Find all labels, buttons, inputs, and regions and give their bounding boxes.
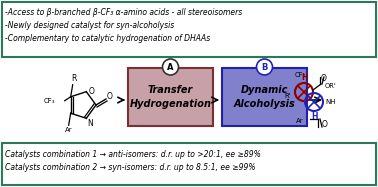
Text: R': R' xyxy=(284,93,291,99)
Text: -Access to β-branched β-CF₃ α-amino acids - all stereoisomers: -Access to β-branched β-CF₃ α-amino acid… xyxy=(5,8,242,17)
Text: Catalysts combination 1 → anti-isomers: d.r. up to >20:1, ee ≥89%: Catalysts combination 1 → anti-isomers: … xyxy=(5,150,261,159)
Text: O: O xyxy=(88,87,94,96)
FancyBboxPatch shape xyxy=(128,68,213,126)
Text: O: O xyxy=(321,73,327,82)
Text: Ar: Ar xyxy=(296,118,304,124)
Text: OR': OR' xyxy=(325,83,337,89)
Text: -Newly designed catalyst for syn-alcoholysis: -Newly designed catalyst for syn-alcohol… xyxy=(5,21,174,30)
Text: O: O xyxy=(322,119,328,128)
Text: H: H xyxy=(312,112,318,121)
Text: R: R xyxy=(71,74,76,83)
Text: H: H xyxy=(302,73,308,82)
FancyBboxPatch shape xyxy=(2,143,376,185)
FancyBboxPatch shape xyxy=(2,2,376,57)
Text: CF₃: CF₃ xyxy=(43,98,55,104)
Circle shape xyxy=(163,59,178,75)
Text: B: B xyxy=(261,62,268,71)
Text: -Complementary to catalytic hydrogenation of DHAAs: -Complementary to catalytic hydrogenatio… xyxy=(5,34,210,43)
Text: Catalysts combination 2 → syn-isomers: d.r. up to 8.5:1, ee ≥99%: Catalysts combination 2 → syn-isomers: d… xyxy=(5,163,256,172)
Text: Ar: Ar xyxy=(65,127,73,133)
Text: Transfer
Hydrogenation: Transfer Hydrogenation xyxy=(130,85,212,109)
Text: O: O xyxy=(107,91,113,100)
Text: CF₃: CF₃ xyxy=(294,72,305,78)
Text: A: A xyxy=(167,62,174,71)
Text: N: N xyxy=(87,119,93,128)
Circle shape xyxy=(257,59,273,75)
Text: NH: NH xyxy=(325,99,336,105)
Text: Dynamic
Alcoholysis: Dynamic Alcoholysis xyxy=(234,85,295,109)
FancyBboxPatch shape xyxy=(222,68,307,126)
